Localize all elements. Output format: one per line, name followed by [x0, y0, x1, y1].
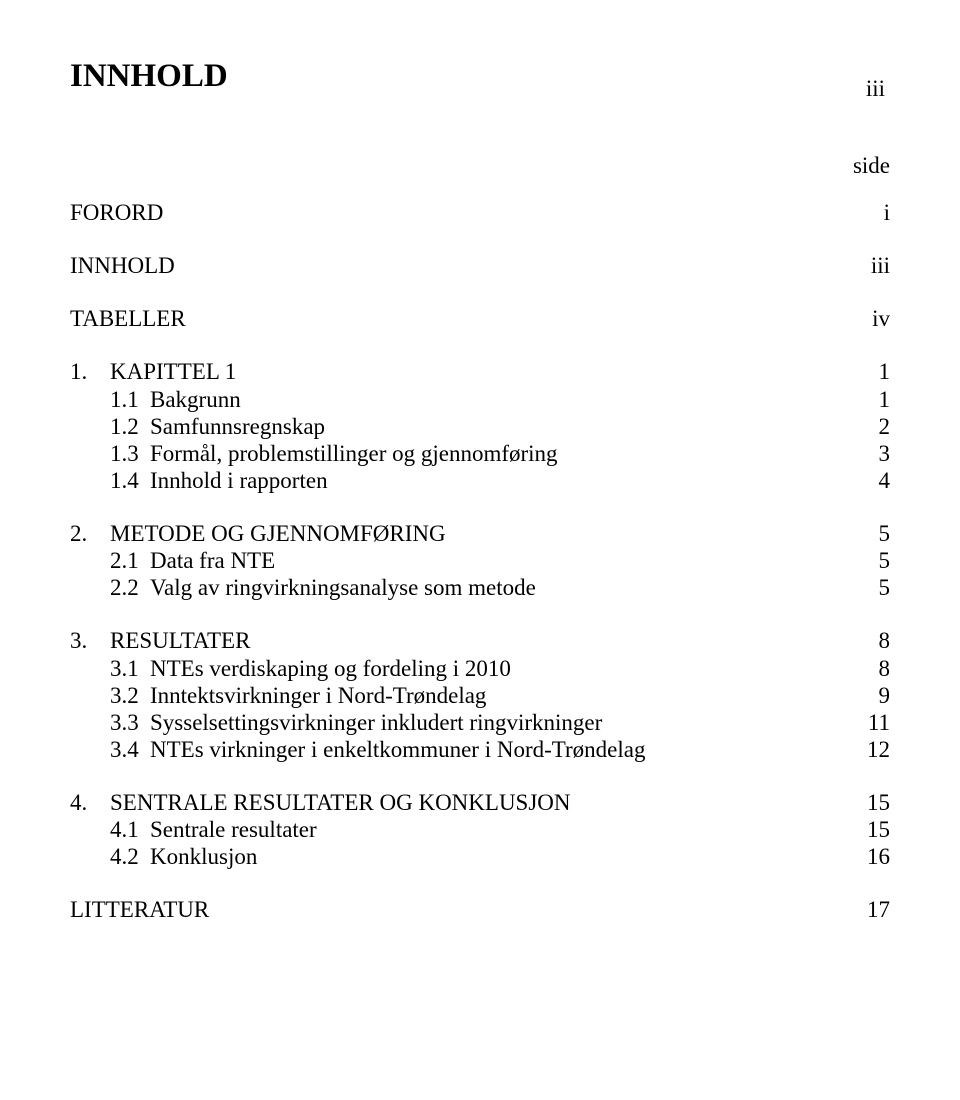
toc-num: 4.1 [110, 816, 150, 843]
toc-num: 4.2 [110, 843, 150, 870]
toc-page: 5 [850, 574, 890, 601]
page: iii INNHOLD side FORORD i INNHOLD iii TA… [0, 58, 960, 1100]
toc-num: 2.1 [110, 547, 150, 574]
toc-section: 4. SENTRALE RESULTATER OG KONKLUSJON 15 … [70, 789, 890, 870]
toc-row: INNHOLD iii [70, 252, 890, 279]
toc-page: 9 [850, 682, 890, 709]
toc-section: 3. RESULTATER 8 3.1NTEs verdiskaping og … [70, 627, 890, 763]
toc-num: 3.2 [110, 682, 150, 709]
toc-front-block: FORORD i [70, 199, 890, 226]
toc-label: NTEs virkninger i enkeltkommuner i Nord-… [150, 736, 645, 763]
toc-row: LITTERATUR 17 [70, 896, 890, 923]
toc-label: RESULTATER [110, 627, 250, 654]
toc-num: 1.1 [110, 386, 150, 413]
toc-num: 1. [70, 358, 110, 385]
toc-num: 1.4 [110, 467, 150, 494]
toc-section: 2. METODE OG GJENNOMFØRING 5 2.1Data fra… [70, 520, 890, 601]
toc-num: 3.1 [110, 655, 150, 682]
toc-label: Bakgrunn [150, 386, 241, 413]
toc-row: 4.2Konklusjon 16 [70, 843, 890, 870]
toc-section: 1. KAPITTEL 1 1 1.1Bakgrunn 1 1.2Samfunn… [70, 358, 890, 494]
toc-label: Sentrale resultater [150, 816, 317, 843]
toc-num: 4. [70, 789, 110, 816]
side-label: side [853, 153, 890, 179]
toc-num: 3.4 [110, 736, 150, 763]
toc-label: Data fra NTE [150, 547, 275, 574]
toc-page: 2 [850, 413, 890, 440]
toc-page: i [850, 199, 890, 226]
toc-row: 3.3Sysselsettingsvirkninger inkludert ri… [70, 709, 890, 736]
toc-row: 2.1Data fra NTE 5 [70, 547, 890, 574]
toc-row: 1.1Bakgrunn 1 [70, 386, 890, 413]
toc-page: 4 [850, 467, 890, 494]
toc-label: FORORD [70, 199, 163, 226]
toc-label: Samfunnsregnskap [150, 413, 325, 440]
toc-label: TABELLER [70, 305, 186, 332]
toc-row: FORORD i [70, 199, 890, 226]
toc-page: iv [850, 305, 890, 332]
toc-page: 5 [850, 547, 890, 574]
toc-row: 1. KAPITTEL 1 1 [70, 358, 890, 385]
toc-row: 2.2Valg av ringvirkningsanalyse som meto… [70, 574, 890, 601]
toc-num: 3.3 [110, 709, 150, 736]
toc-num: 3. [70, 627, 110, 654]
toc-label: Konklusjon [150, 843, 257, 870]
toc-row: 1.3Formål, problemstillinger og gjennomf… [70, 440, 890, 467]
toc-page: 11 [850, 709, 890, 736]
toc-label: Sysselsettingsvirkninger inkludert ringv… [150, 709, 602, 736]
toc-row: 1.2Samfunnsregnskap 2 [70, 413, 890, 440]
toc-row: 3.1NTEs verdiskaping og fordeling i 2010… [70, 655, 890, 682]
toc-page: iii [850, 252, 890, 279]
toc-page: 3 [850, 440, 890, 467]
toc-num: 2. [70, 520, 110, 547]
toc-label: METODE OG GJENNOMFØRING [110, 520, 446, 547]
toc-page: 16 [850, 843, 890, 870]
toc-row: TABELLER iv [70, 305, 890, 332]
toc-row: 4.1Sentrale resultater 15 [70, 816, 890, 843]
toc-row: 3.2Inntektsvirkninger i Nord-Trøndelag 9 [70, 682, 890, 709]
toc-label: LITTERATUR [70, 896, 209, 923]
toc: FORORD i INNHOLD iii TABELLER iv 1. KAPI… [70, 199, 890, 924]
toc-num: 1.3 [110, 440, 150, 467]
toc-label: INNHOLD [70, 252, 175, 279]
toc-front-block: TABELLER iv [70, 305, 890, 332]
toc-title: INNHOLD [70, 58, 890, 95]
toc-label: KAPITTEL 1 [110, 358, 236, 385]
side-label-row: side [70, 153, 890, 179]
toc-row: 3.4NTEs virkninger i enkeltkommuner i No… [70, 736, 890, 763]
toc-page: 8 [850, 627, 890, 654]
toc-row: 4. SENTRALE RESULTATER OG KONKLUSJON 15 [70, 789, 890, 816]
toc-label: SENTRALE RESULTATER OG KONKLUSJON [110, 789, 571, 816]
toc-back-block: LITTERATUR 17 [70, 896, 890, 923]
toc-row: 2. METODE OG GJENNOMFØRING 5 [70, 520, 890, 547]
toc-page: 17 [850, 896, 890, 923]
page-number-marker: iii [866, 76, 885, 102]
toc-page: 15 [850, 816, 890, 843]
toc-label: Valg av ringvirkningsanalyse som metode [150, 574, 536, 601]
toc-num: 2.2 [110, 574, 150, 601]
toc-label: Innhold i rapporten [150, 467, 328, 494]
toc-row: 1.4Innhold i rapporten 4 [70, 467, 890, 494]
toc-page: 12 [850, 736, 890, 763]
toc-page: 15 [850, 789, 890, 816]
toc-label: NTEs verdiskaping og fordeling i 2010 [150, 655, 511, 682]
toc-num: 1.2 [110, 413, 150, 440]
toc-page: 5 [850, 520, 890, 547]
toc-label: Formål, problemstillinger og gjennomføri… [150, 440, 558, 467]
toc-page: 1 [850, 386, 890, 413]
toc-label: Inntektsvirkninger i Nord-Trøndelag [150, 682, 486, 709]
toc-row: 3. RESULTATER 8 [70, 627, 890, 654]
toc-front-block: INNHOLD iii [70, 252, 890, 279]
toc-page: 8 [850, 655, 890, 682]
toc-page: 1 [850, 358, 890, 385]
